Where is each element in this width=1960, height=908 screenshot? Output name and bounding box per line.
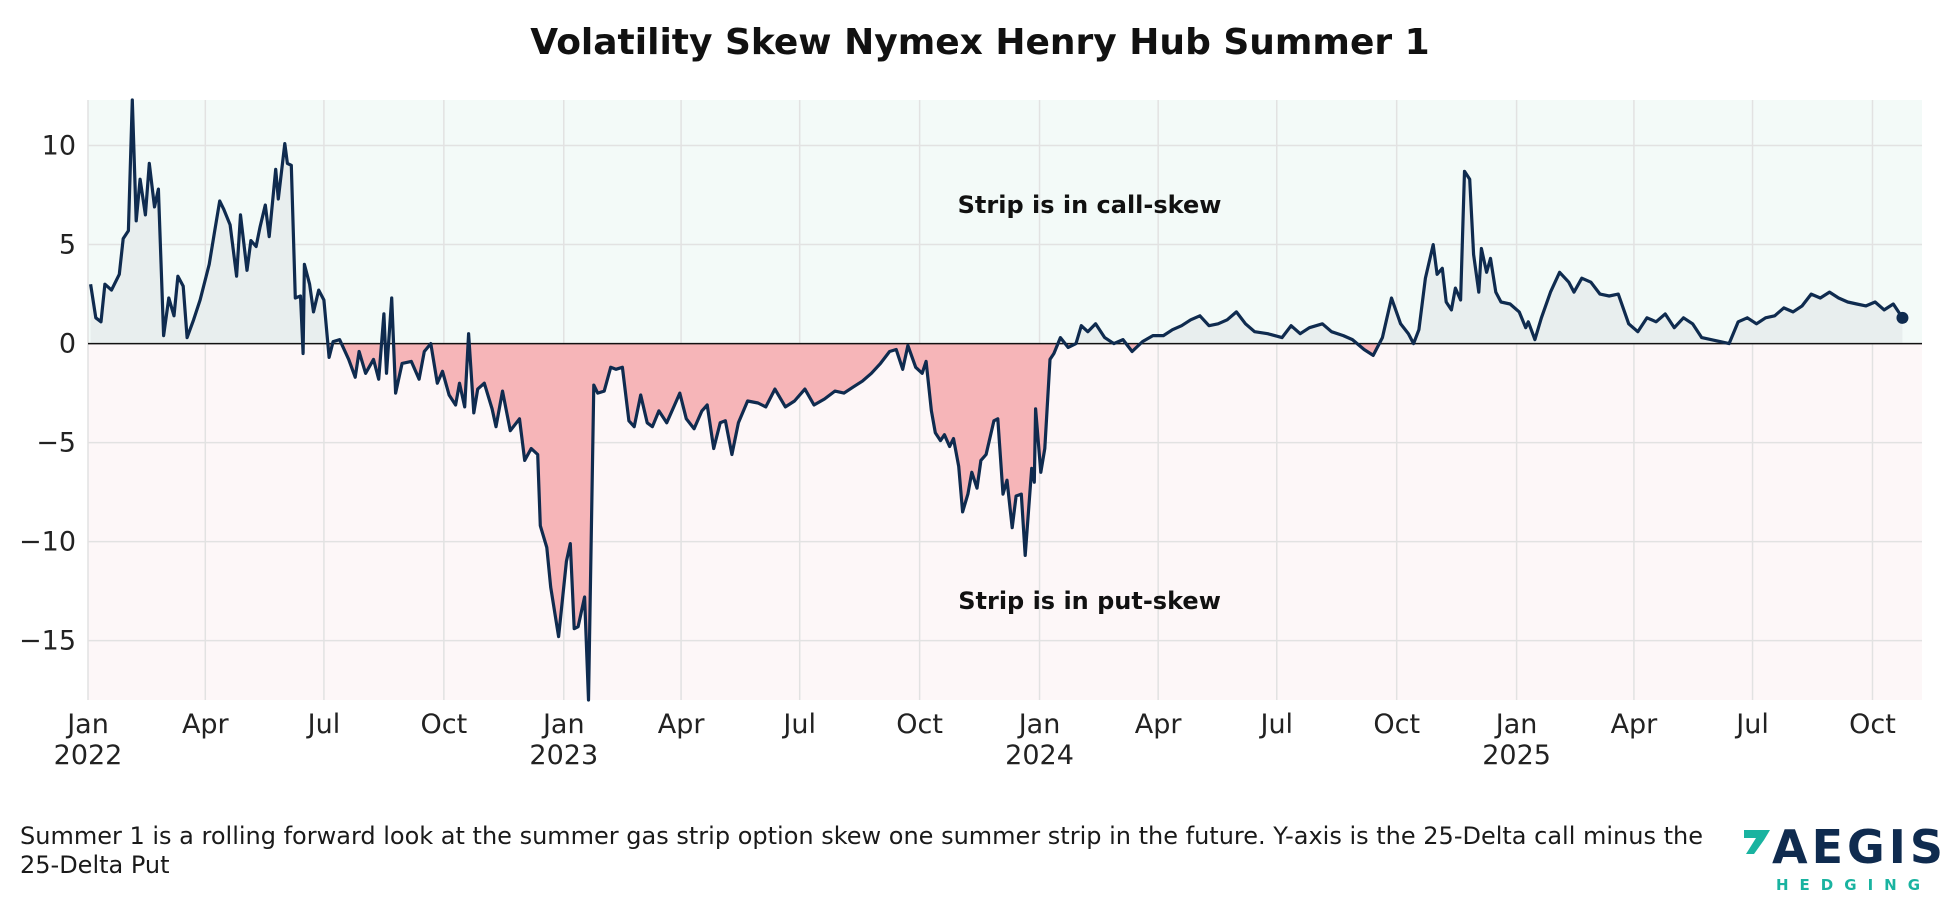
x-tick-label: Oct [1849, 709, 1896, 740]
y-tick-label: −15 [19, 626, 76, 657]
y-tick-label: −5 [36, 428, 76, 459]
y-tick-label: −10 [19, 527, 76, 558]
logo-wordmark: AEGIS [1772, 820, 1948, 874]
x-tick-label: Oct [421, 709, 468, 740]
put-skew-area [90, 343, 1903, 700]
logo-subtitle: HEDGING [1776, 876, 1932, 894]
x-tick-year-label: 2024 [1005, 740, 1074, 771]
skew-annotation: Strip is in put-skew [958, 587, 1221, 615]
x-tick-label: Jul [306, 709, 341, 740]
x-tick-year-label: 2025 [1482, 740, 1551, 771]
aegis-logo-mark-icon [1744, 830, 1770, 854]
x-tick-label: Apr [1135, 709, 1183, 740]
last-point-marker [1896, 311, 1909, 324]
chart-footnote: Summer 1 is a rolling forward look at th… [20, 822, 1703, 879]
skew-series-line [89, 98, 1904, 702]
chart-title: Volatility Skew Nymex Henry Hub Summer 1 [530, 22, 1430, 63]
x-tick-label: Jan [1017, 709, 1061, 740]
x-tick-label: Apr [658, 709, 706, 740]
y-tick-label: 0 [59, 329, 76, 360]
x-tick-label: Apr [1611, 709, 1659, 740]
call-skew-zone [88, 100, 1922, 344]
call-skew-area [90, 100, 1903, 344]
x-tick-year-label: 2023 [529, 740, 598, 771]
x-tick-label: Oct [896, 709, 943, 740]
x-tick-label: Jan [1494, 709, 1538, 740]
x-tick-label: Apr [182, 709, 230, 740]
y-tick-label: 5 [59, 230, 76, 261]
x-tick-label: Jan [541, 709, 585, 740]
x-tick-label: Jul [781, 709, 816, 740]
skew-annotation: Strip is in call-skew [958, 191, 1222, 219]
y-tick-label: 10 [42, 131, 76, 162]
x-tick-label: Jul [1258, 709, 1293, 740]
x-tick-label: Oct [1373, 709, 1420, 740]
x-tick-year-label: 2022 [54, 740, 123, 771]
aegis-logo: AEGIS HEDGING [1742, 820, 1943, 896]
x-tick-label: Jan [65, 709, 109, 740]
x-tick-label: Jul [1734, 709, 1769, 740]
